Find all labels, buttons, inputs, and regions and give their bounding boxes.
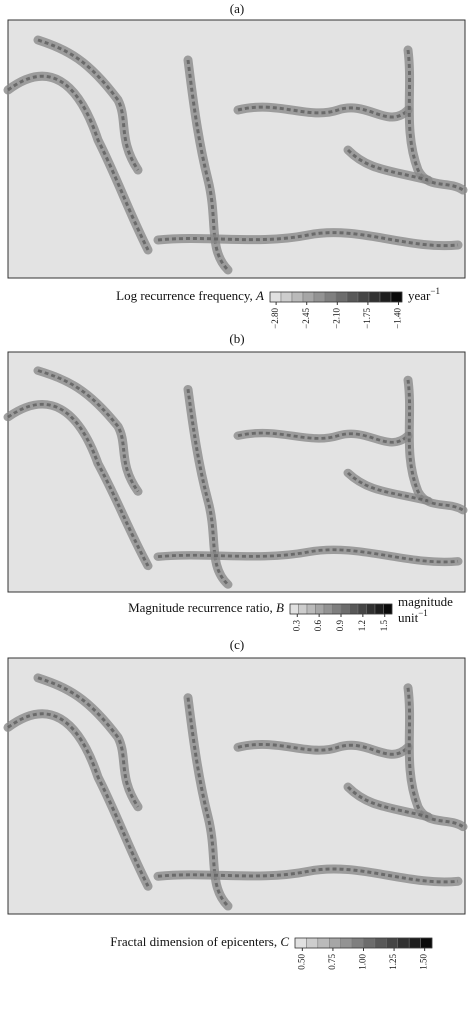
unit-exponent: −1 [430, 286, 440, 296]
colorbar-title-text: Log recurrence frequency, [116, 288, 253, 303]
colorbar-tick-label: 1.50 [419, 954, 429, 970]
seismic-core [186, 59, 230, 272]
seismic-core [37, 38, 140, 171]
colorbar-tick-label: 0.50 [296, 954, 306, 970]
colorbar-swatch [313, 291, 326, 303]
colorbar-swatch [408, 937, 421, 949]
seismic-core [7, 712, 150, 887]
colorbar-swatch [323, 603, 333, 615]
colorbar-swatch [357, 603, 367, 615]
colorbar-title-text: Fractal dimension of epicenters, [110, 934, 277, 949]
colorbar-tick-label: 0.3 [291, 620, 301, 632]
colorbar-title: Magnitude recurrence ratio, B [128, 600, 284, 615]
seismic-core [237, 105, 410, 119]
seismic-core [346, 148, 429, 182]
seismic-core [237, 742, 410, 756]
colorbar-unit: unit−1 [398, 608, 428, 625]
colorbar-unit: magnitude [398, 594, 453, 609]
unit-text: magnitude [398, 594, 453, 609]
colorbar-swatch [366, 603, 376, 615]
colorbar-swatch [315, 603, 325, 615]
colorbar-swatch [383, 603, 393, 615]
colorbar-swatch [269, 291, 282, 303]
colorbar-swatch [306, 937, 319, 949]
panel-label: (a) [230, 1, 244, 16]
map [3, 351, 468, 593]
seismic-core [157, 548, 459, 564]
map [3, 657, 468, 915]
colorbar-swatch [317, 937, 330, 949]
colorbar-swatch [368, 291, 381, 303]
seismic-core [157, 867, 459, 884]
colorbar-tick-label: 1.2 [357, 620, 367, 631]
colorbar-unit: year−1 [408, 286, 440, 303]
colorbar-swatch [351, 937, 364, 949]
colorbar-tick-label: −2.80 [270, 308, 280, 329]
colorbar-swatch [335, 291, 348, 303]
colorbar-swatch [294, 937, 307, 949]
seismic-core [37, 369, 140, 493]
colorbar-swatch [386, 937, 399, 949]
colorbar-swatch [363, 937, 376, 949]
seismic-core [406, 687, 464, 828]
colorbar-swatch [340, 603, 350, 615]
colorbar-tick-label: −2.10 [331, 308, 341, 329]
seismic-core [186, 389, 230, 586]
colorbar-variable: A [255, 288, 264, 303]
colorbar-swatch [302, 291, 315, 303]
colorbar-swatch [374, 603, 384, 615]
colorbar-swatch [298, 603, 308, 615]
seismic-core [346, 471, 429, 503]
colorbar-swatch [346, 291, 359, 303]
seismic-core [7, 402, 150, 567]
seismic-core [37, 676, 140, 808]
unit-exponent: −1 [418, 608, 428, 618]
colorbar-swatch [349, 603, 359, 615]
colorbar-swatch [306, 603, 316, 615]
unit-text: unit [398, 610, 419, 625]
colorbar-swatch [340, 937, 353, 949]
colorbar-swatch [289, 603, 299, 615]
colorbar-swatch [280, 291, 293, 303]
unit-text: year [408, 288, 431, 303]
colorbar-title: Log recurrence frequency, A [116, 288, 264, 303]
colorbar-swatch [390, 291, 403, 303]
colorbar-swatch [420, 937, 433, 949]
seismic-core [406, 379, 464, 512]
seismic-core [346, 785, 429, 819]
seismic-core [7, 74, 150, 251]
seismic-core [186, 697, 230, 908]
colorbar-swatch [397, 937, 410, 949]
colorbar-title: Fractal dimension of epicenters, C [110, 934, 289, 949]
seismic-core [157, 231, 459, 248]
seismic-core [237, 431, 410, 444]
colorbar-frame [269, 291, 403, 303]
colorbar-swatch [324, 291, 337, 303]
colorbar-tick-label: −1.40 [393, 308, 403, 329]
colorbar-variable: C [280, 934, 289, 949]
colorbar-tick-label: 0.75 [327, 954, 337, 970]
colorbar-swatch [374, 937, 387, 949]
colorbar-swatch [357, 291, 370, 303]
colorbar-tick-label: 0.9 [335, 620, 345, 632]
colorbar-title-text: Magnitude recurrence ratio, [128, 600, 273, 615]
colorbar-tick-label: 1.00 [358, 954, 368, 970]
panel-label: (b) [229, 331, 244, 346]
colorbar-tick-label: −1.75 [362, 308, 372, 329]
colorbar-variable: B [276, 600, 284, 615]
colorbar-tick-label: 1.5 [379, 620, 389, 632]
colorbar-tick-label: −2.45 [301, 308, 311, 329]
colorbar-tick-label: 1.25 [388, 954, 398, 970]
colorbar-swatch [291, 291, 304, 303]
colorbar-swatch [329, 937, 341, 949]
panel-label: (c) [230, 637, 244, 652]
map [3, 19, 468, 279]
seismic-core [406, 49, 464, 192]
colorbar-swatch [332, 603, 342, 615]
colorbar-swatch [379, 291, 392, 303]
colorbar-tick-label: 0.6 [313, 620, 323, 632]
